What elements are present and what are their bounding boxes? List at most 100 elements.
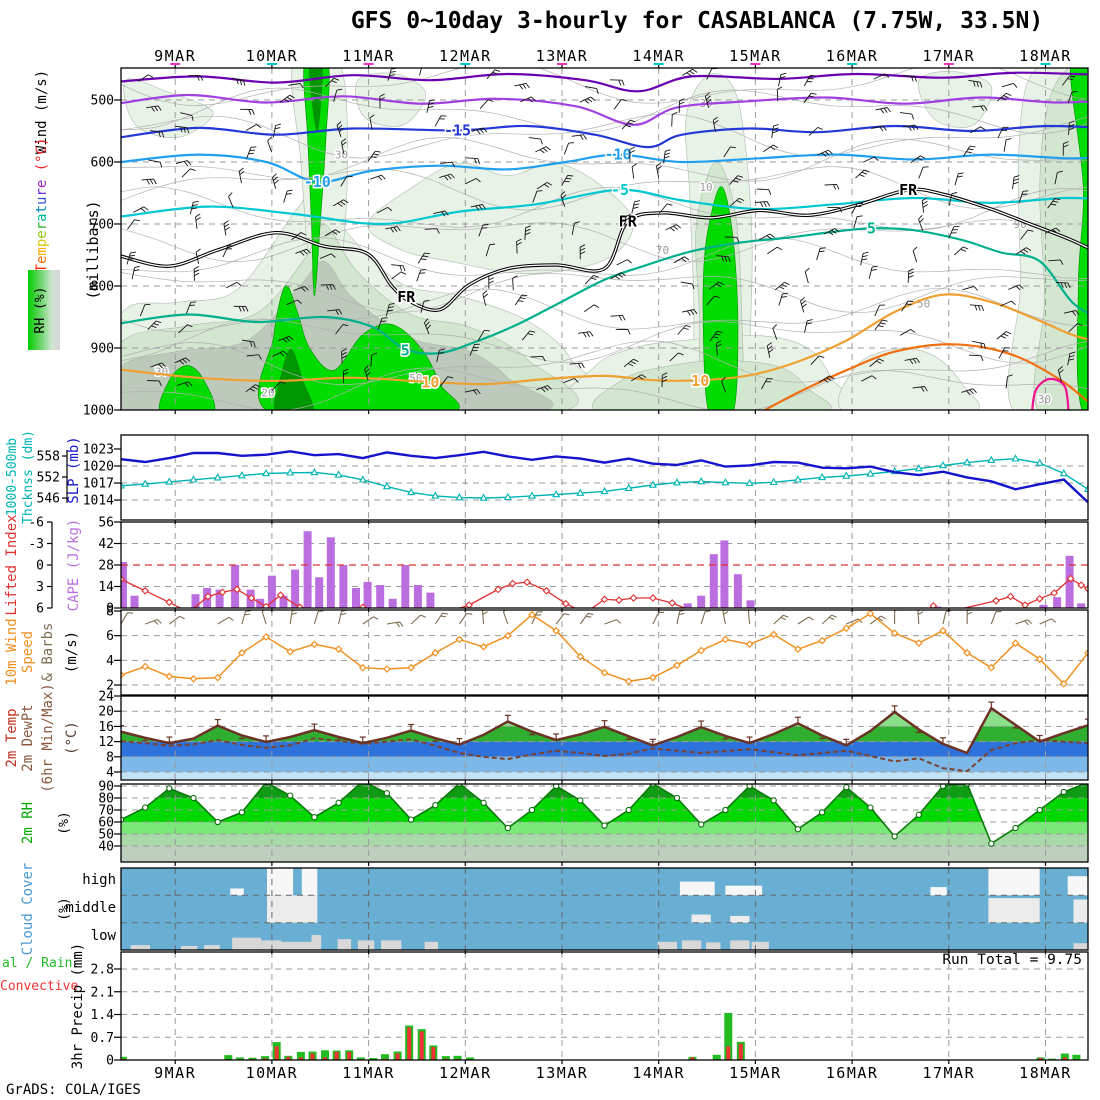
panel-10m-wind [121, 610, 1088, 695]
date-label-bottom: 18MAR [1019, 1064, 1072, 1082]
svg-text:800: 800 [91, 279, 114, 294]
svg-text:Cloud Cover: Cloud Cover [20, 863, 36, 956]
svg-text:12: 12 [98, 735, 114, 750]
svg-text:Convective: Convective [0, 979, 78, 994]
svg-text:8: 8 [106, 750, 114, 765]
svg-text:Lifted Index: Lifted Index [4, 514, 20, 615]
svg-text:0: 0 [36, 559, 44, 574]
svg-text:-10: -10 [304, 173, 331, 191]
svg-text:56: 56 [98, 515, 114, 530]
svg-text:1.4: 1.4 [91, 1008, 115, 1023]
svg-text:3hr Precip (mm): 3hr Precip (mm) [70, 943, 86, 1069]
date-label-bottom: 14MAR [632, 1064, 685, 1082]
svg-text:5: 5 [401, 341, 410, 359]
svg-text:1017: 1017 [83, 477, 114, 492]
svg-text:-5: -5 [611, 181, 629, 199]
svg-text:40: 40 [98, 840, 114, 855]
panel-cape-lifted-index [121, 522, 1088, 608]
svg-text:2: 2 [106, 679, 114, 694]
svg-text:1023: 1023 [83, 443, 114, 458]
axis-tick-labels: 9MAR 9MAR 10MAR 10MAR 11MAR 11MAR 12MAR 12MAR 13… [28, 47, 1072, 1082]
date-label-top: 13MAR [536, 47, 589, 65]
svg-text:552: 552 [37, 471, 60, 486]
axis-titles: Wind (m/s)Temperature (°C) RH (%) (milliba… [0, 70, 102, 1069]
svg-text:900: 900 [91, 341, 114, 356]
svg-text:558: 558 [37, 450, 60, 465]
svg-text:2m DewPt: 2m DewPt [20, 704, 36, 771]
svg-text:10m Wind: 10m Wind [4, 618, 20, 685]
svg-text:10: 10 [421, 374, 439, 392]
svg-text:30: 30 [1038, 393, 1051, 406]
svg-text:6: 6 [36, 602, 44, 617]
date-label-top: 18MAR [1019, 47, 1072, 65]
svg-text:RH (%): RH (%) [33, 287, 48, 334]
svg-text:6: 6 [106, 629, 114, 644]
svg-text:80: 80 [98, 792, 114, 807]
svg-text:0.7: 0.7 [91, 1031, 114, 1046]
date-label-top: 14MAR [632, 47, 685, 65]
date-label-top: 10MAR [246, 47, 299, 65]
svg-text:(%): (%) [57, 811, 72, 834]
date-label-top: 12MAR [439, 47, 492, 65]
svg-text:FR: FR [899, 181, 918, 199]
panel-2m-temp-dewpt [121, 696, 1088, 780]
svg-text:FR: FR [619, 213, 638, 231]
date-label-top: 9MAR [154, 47, 196, 65]
date-label-top: 16MAR [826, 47, 879, 65]
svg-text:8: 8 [106, 605, 114, 620]
svg-text:500: 500 [91, 93, 114, 108]
svg-text:2.8: 2.8 [91, 963, 114, 978]
rh-shade-legend [28, 270, 60, 350]
svg-text:700: 700 [91, 217, 114, 232]
run-total-label: Run Total = 9.75 [942, 952, 1082, 968]
svg-text:SLP (mb): SLP (mb) [66, 436, 82, 503]
panel-cloud-cover [121, 868, 1088, 950]
panel-2m-rh [121, 784, 1088, 862]
svg-text:4: 4 [106, 766, 114, 781]
date-label-top: 17MAR [922, 47, 975, 65]
svg-text:90: 90 [98, 780, 114, 795]
panel-3hr-precip: Run Total = 9.75 [121, 952, 1088, 1060]
svg-text:1000: 1000 [83, 403, 114, 418]
svg-text:2m RH: 2m RH [20, 802, 36, 844]
svg-text:4: 4 [106, 654, 114, 669]
svg-text:10: 10 [691, 372, 709, 390]
svg-text:24: 24 [98, 690, 114, 705]
svg-text:42: 42 [98, 537, 114, 552]
svg-text:-6: -6 [28, 516, 44, 531]
svg-text:low: low [91, 928, 117, 944]
svg-text:16: 16 [98, 720, 114, 735]
svg-text:1014: 1014 [83, 494, 114, 509]
svg-text:Wind (m/s): Wind (m/s) [34, 70, 50, 154]
date-label-bottom: 13MAR [536, 1064, 589, 1082]
svg-text:0: 0 [106, 602, 114, 617]
svg-text:Temperature (°C): Temperature (°C) [34, 138, 50, 273]
svg-text:2m Temp: 2m Temp [4, 708, 20, 767]
svg-text:50: 50 [98, 828, 114, 843]
svg-text:600: 600 [91, 155, 114, 170]
date-label-bottom: 11MAR [342, 1064, 395, 1082]
svg-text:Speed: Speed [20, 631, 36, 673]
svg-text:(%): (%) [57, 897, 72, 920]
panel-slp-thickness [121, 435, 1088, 520]
svg-text:high: high [82, 872, 116, 888]
page-title: GFS 0~10day 3-hourly for CASABLANCA (7.7… [350, 8, 1044, 34]
svg-text:70: 70 [656, 244, 669, 257]
svg-text:2.1: 2.1 [91, 985, 114, 1000]
date-label-bottom: 15MAR [729, 1064, 782, 1082]
svg-text:3: 3 [36, 580, 44, 595]
svg-text:70: 70 [98, 804, 114, 819]
svg-text:1000-500mb: 1000-500mb [5, 438, 20, 516]
date-label-bottom: 12MAR [439, 1064, 492, 1082]
svg-text:60: 60 [98, 816, 114, 831]
date-label-bottom: 9MAR [154, 1064, 196, 1082]
credit-text: GrADS: COLA/IGES [6, 1082, 141, 1098]
svg-text:1020: 1020 [83, 460, 114, 475]
svg-text:20: 20 [261, 387, 274, 400]
svg-text:546: 546 [37, 492, 60, 507]
date-label-top: 11MAR [342, 47, 395, 65]
svg-text:-15: -15 [444, 121, 471, 139]
svg-text:CAPE (J/kg): CAPE (J/kg) [66, 519, 82, 612]
